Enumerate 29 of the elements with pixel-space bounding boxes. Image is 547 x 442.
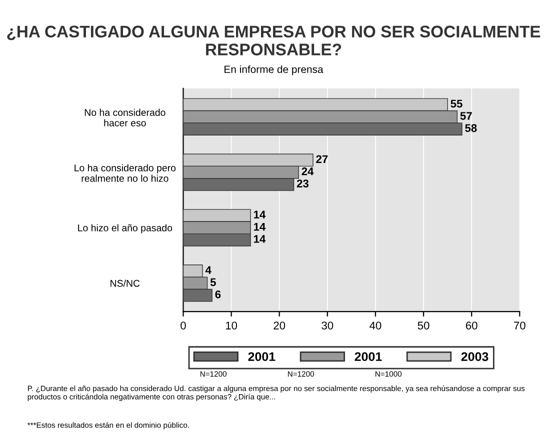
x-tick-label: 30 [322, 322, 334, 330]
x-tick-label: 40 [370, 322, 382, 330]
x-tick-label: 20 [274, 322, 286, 330]
data-label: 5 [210, 278, 216, 286]
y-tick-label: Lo hizo el año pasado [78, 224, 172, 234]
data-label: 6 [215, 290, 221, 298]
chart-subtitle: En informe de prensa [224, 65, 324, 76]
data-label: 24 [302, 167, 314, 176]
x-tick-label: 0 [180, 322, 186, 330]
data-label: 27 [316, 155, 328, 163]
data-label: 14 [254, 210, 266, 218]
data-label: 23 [296, 180, 309, 188]
data-label: 14 [254, 235, 266, 243]
x-tick-label: 60 [466, 322, 478, 330]
legend-label: 2001 [248, 352, 276, 362]
x-tick-label: 70 [514, 322, 526, 330]
x-tick-label: 10 [226, 322, 238, 330]
legend-label: 2001 [354, 352, 382, 362]
x-tick-label: 50 [418, 322, 430, 330]
data-label: 55 [450, 100, 462, 108]
data-label: 4 [205, 266, 212, 274]
y-tick-label: No ha considerado hacer eso [84, 108, 166, 126]
data-label: 14 [254, 222, 266, 231]
legend-label: 2003 [461, 352, 488, 362]
y-tick-label: NS/NC [110, 280, 140, 287]
chart-title: ¿HA CASTIGADO ALGUNA EMPRESA POR NO SER SOCIALMENTE RESPONSABLE? [7, 26, 540, 56]
y-tick-label: Lo ha considerado pero realmente no lo hizo [74, 164, 176, 182]
data-label: 57 [460, 112, 472, 120]
data-label: 58 [465, 124, 477, 132]
